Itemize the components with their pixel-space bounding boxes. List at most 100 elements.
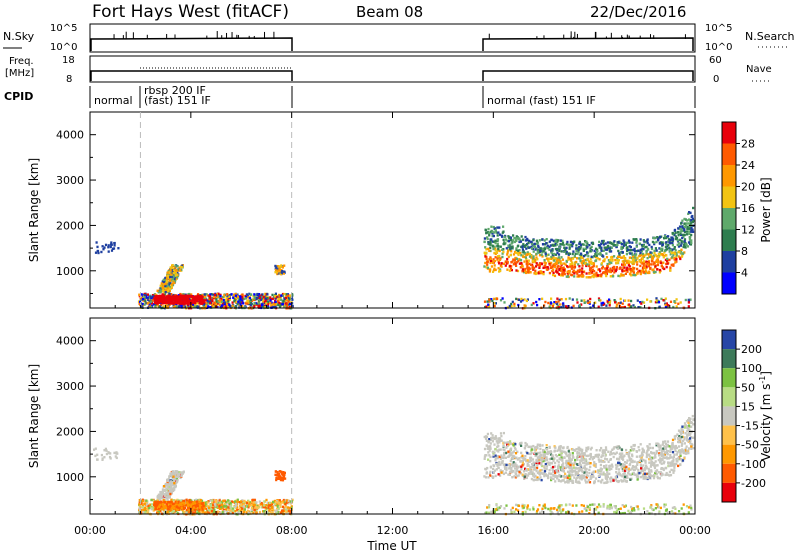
echo-cell bbox=[213, 508, 216, 511]
echo-cell bbox=[515, 261, 519, 264]
echo-cell bbox=[168, 483, 171, 487]
echo-cell bbox=[278, 474, 281, 477]
echo-cell bbox=[619, 251, 622, 254]
echo-cell bbox=[514, 256, 517, 260]
echo-cell bbox=[234, 299, 237, 302]
echo-cell bbox=[633, 258, 636, 262]
echo-cell bbox=[653, 261, 656, 264]
echo-cell bbox=[668, 258, 671, 262]
echo-cell bbox=[149, 506, 152, 509]
freq-strip: Freq. [MHz] 18 8 60 0 Nave bbox=[5, 55, 772, 85]
echo-cell bbox=[170, 500, 173, 504]
echo-cell bbox=[141, 302, 144, 306]
echo-cell bbox=[610, 256, 613, 259]
echo-cell bbox=[495, 250, 498, 254]
echo-cell bbox=[204, 501, 207, 504]
echo-cell bbox=[497, 231, 500, 234]
echo-cell bbox=[230, 500, 234, 503]
echo-cell bbox=[287, 499, 290, 503]
echo-cell bbox=[172, 483, 175, 486]
echo-cell bbox=[176, 273, 179, 276]
echo-cell bbox=[586, 246, 589, 249]
echo-cell bbox=[637, 270, 640, 274]
echo-cell bbox=[485, 305, 488, 308]
echo-cell bbox=[603, 246, 606, 249]
echo-cell bbox=[684, 225, 687, 228]
echo-cell bbox=[677, 255, 680, 258]
echo-cell bbox=[609, 275, 612, 278]
echo-cell bbox=[535, 262, 538, 265]
echo-cell bbox=[590, 255, 593, 258]
echo-cell bbox=[233, 500, 237, 503]
echo-cell bbox=[283, 300, 286, 303]
echo-cell bbox=[176, 472, 179, 475]
echo-cell bbox=[263, 504, 266, 507]
echo-cell bbox=[580, 275, 583, 278]
echo-cell bbox=[628, 265, 631, 268]
echo-cell bbox=[220, 300, 223, 304]
echo-cell bbox=[604, 246, 607, 249]
echo-cell bbox=[491, 234, 494, 238]
echo-cell bbox=[599, 270, 602, 273]
echo-cell bbox=[195, 498, 198, 501]
echo-cell bbox=[540, 262, 543, 266]
nsearch-tick-high: 10^5 bbox=[705, 23, 732, 34]
echo-cell bbox=[628, 260, 631, 263]
echo-cell bbox=[221, 503, 224, 507]
echo-cell bbox=[188, 508, 191, 511]
echo-cell bbox=[645, 270, 648, 273]
echo-cell bbox=[564, 263, 567, 266]
echo-cell bbox=[165, 277, 169, 280]
echo-cell bbox=[680, 242, 683, 245]
power-ylabel: Slant Range [km] bbox=[27, 158, 41, 262]
echo-cell bbox=[516, 252, 519, 255]
echo-cell bbox=[496, 297, 499, 300]
echo-cell bbox=[141, 298, 144, 301]
echo-cell bbox=[545, 238, 548, 241]
echo-cell bbox=[615, 479, 619, 483]
echo-cell bbox=[486, 260, 489, 264]
echo-cell bbox=[591, 268, 595, 271]
echo-cell bbox=[146, 511, 149, 514]
echo-cell bbox=[649, 253, 652, 257]
echo-cell bbox=[618, 253, 621, 257]
echo-cell bbox=[633, 305, 636, 309]
echo-cell bbox=[690, 239, 693, 242]
echo-cell bbox=[620, 243, 623, 246]
echo-cell bbox=[681, 219, 684, 222]
echo-cell bbox=[506, 261, 509, 264]
echo-cell bbox=[290, 506, 293, 509]
echo-cell bbox=[638, 269, 641, 273]
echo-cell bbox=[484, 253, 487, 256]
echo-cell bbox=[615, 245, 618, 249]
echo-cell bbox=[169, 483, 172, 486]
echo-cell bbox=[285, 296, 288, 300]
echo-cell bbox=[619, 306, 622, 309]
echo-cell bbox=[485, 257, 488, 261]
echo-cell bbox=[220, 505, 223, 509]
echo-cell bbox=[593, 274, 596, 277]
echo-cell bbox=[564, 297, 568, 301]
echo-cell bbox=[501, 252, 504, 255]
echo-cell bbox=[97, 251, 100, 255]
echo-cell bbox=[542, 243, 545, 246]
echo-cell bbox=[171, 273, 174, 276]
echo-cell bbox=[655, 260, 658, 263]
echo-cell bbox=[230, 507, 233, 510]
echo-cell bbox=[176, 265, 179, 268]
echo-cell bbox=[156, 299, 159, 303]
echo-cell bbox=[533, 266, 536, 270]
echo-cell bbox=[556, 271, 559, 274]
echo-cell bbox=[612, 275, 615, 278]
echo-cell bbox=[631, 241, 634, 244]
echo-cell bbox=[150, 301, 153, 305]
echo-cell bbox=[153, 301, 156, 305]
echo-cell bbox=[552, 256, 555, 259]
echo-cell bbox=[600, 304, 603, 307]
echo-cell bbox=[232, 507, 235, 510]
echo-cell bbox=[288, 302, 292, 306]
echo-cell bbox=[266, 501, 269, 504]
echo-cell bbox=[591, 242, 595, 245]
echo-cell bbox=[262, 296, 265, 299]
echo-cell bbox=[138, 293, 141, 297]
